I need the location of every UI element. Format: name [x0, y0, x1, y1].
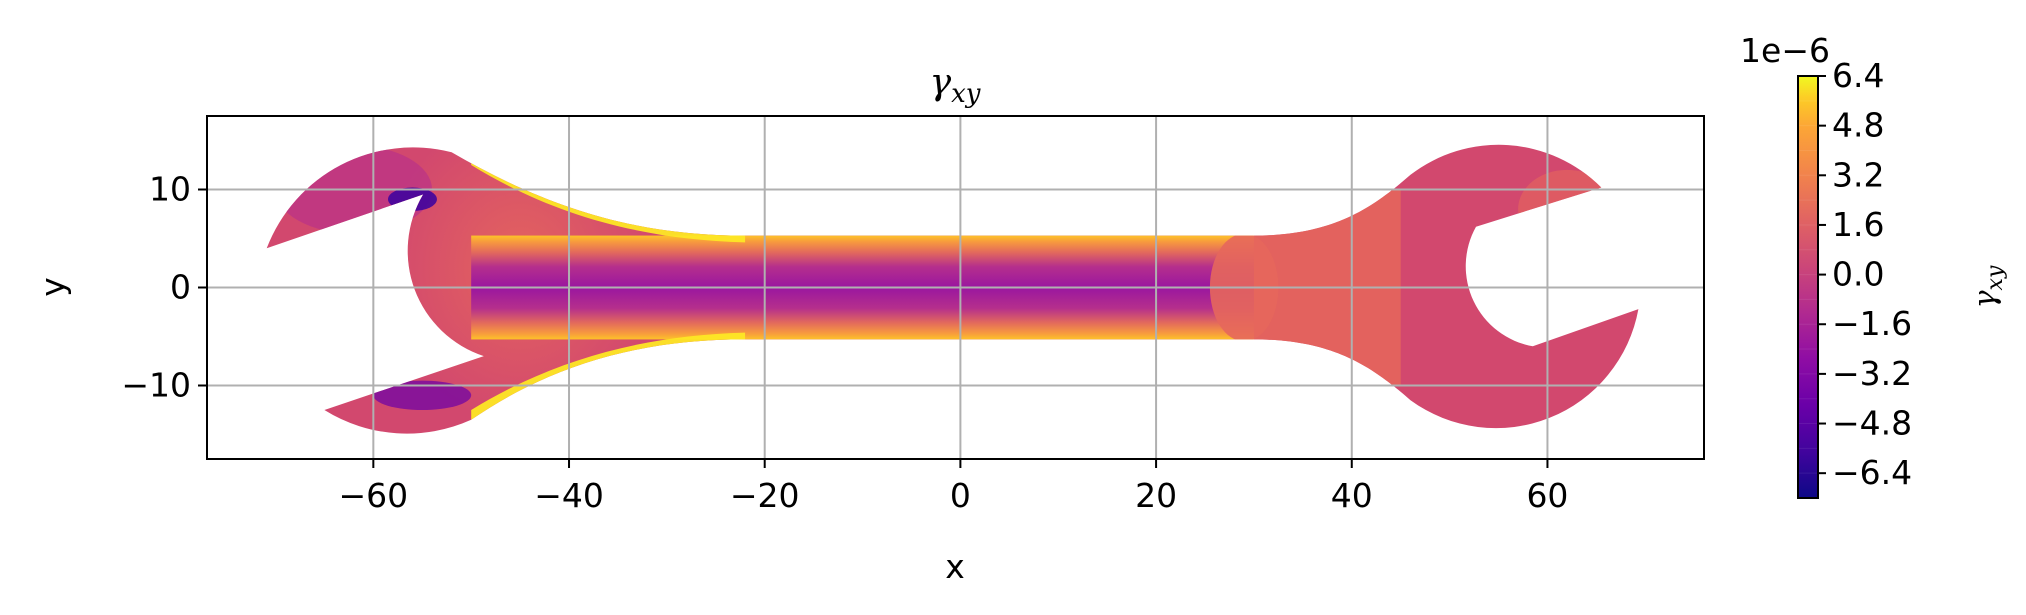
colorbar-tick-label: −3.2	[1832, 354, 1912, 393]
x-tick-label: −60	[339, 476, 409, 515]
colorbar-gradient	[1798, 76, 1818, 498]
y-axis-label: y	[33, 277, 72, 297]
x-tick-label: 20	[1135, 476, 1177, 515]
x-tick-label: 60	[1526, 476, 1568, 515]
colorbar-offset-text: 1e−6	[1740, 31, 1830, 70]
y-axis-ticks: −10 0 10	[121, 170, 207, 405]
x-axis-ticks: −60 −40 −20 0 20 40 60	[339, 459, 1568, 515]
colorbar: 6.4 4.8 3.2 1.6 0.0 −1.6 −3.2 −4.8 −6.4 1e−6 γxy	[1740, 31, 2008, 499]
colorbar-tick-label: 3.2	[1832, 155, 1884, 194]
colorbar-label: γxy	[1968, 265, 2008, 308]
x-axis-label: x	[945, 547, 965, 586]
colorbar-tick-label: 1.6	[1832, 205, 1884, 244]
contour-band-right-head	[1518, 169, 1616, 249]
colorbar-tick-label: 4.8	[1832, 106, 1884, 145]
x-tick-label: 40	[1331, 476, 1373, 515]
contour-band-left-hotspot	[388, 187, 437, 212]
grid	[207, 116, 1704, 459]
chart-title: γxy	[930, 62, 981, 109]
colorbar-tick-label: −6.4	[1832, 453, 1912, 492]
x-tick-label: −20	[730, 476, 800, 515]
x-tick-label: 0	[950, 476, 971, 515]
y-tick-label: 0	[170, 268, 191, 307]
colorbar-tick-label: −1.6	[1832, 304, 1912, 343]
colorbar-frame	[1797, 75, 1819, 499]
x-tick-label: −40	[534, 476, 604, 515]
colorbar-ticks: 6.4 4.8 3.2 1.6 0.0 −1.6 −3.2 −4.8 −6.4	[1818, 56, 1912, 492]
contour-band-left-lower	[373, 380, 472, 410]
colorbar-tick-label: 6.4	[1832, 56, 1884, 95]
colorbar-tick-label: 0.0	[1832, 255, 1884, 294]
colorbar-tick-label: −4.8	[1832, 404, 1912, 443]
y-tick-label: 10	[149, 170, 191, 209]
y-tick-label: −10	[121, 366, 191, 405]
